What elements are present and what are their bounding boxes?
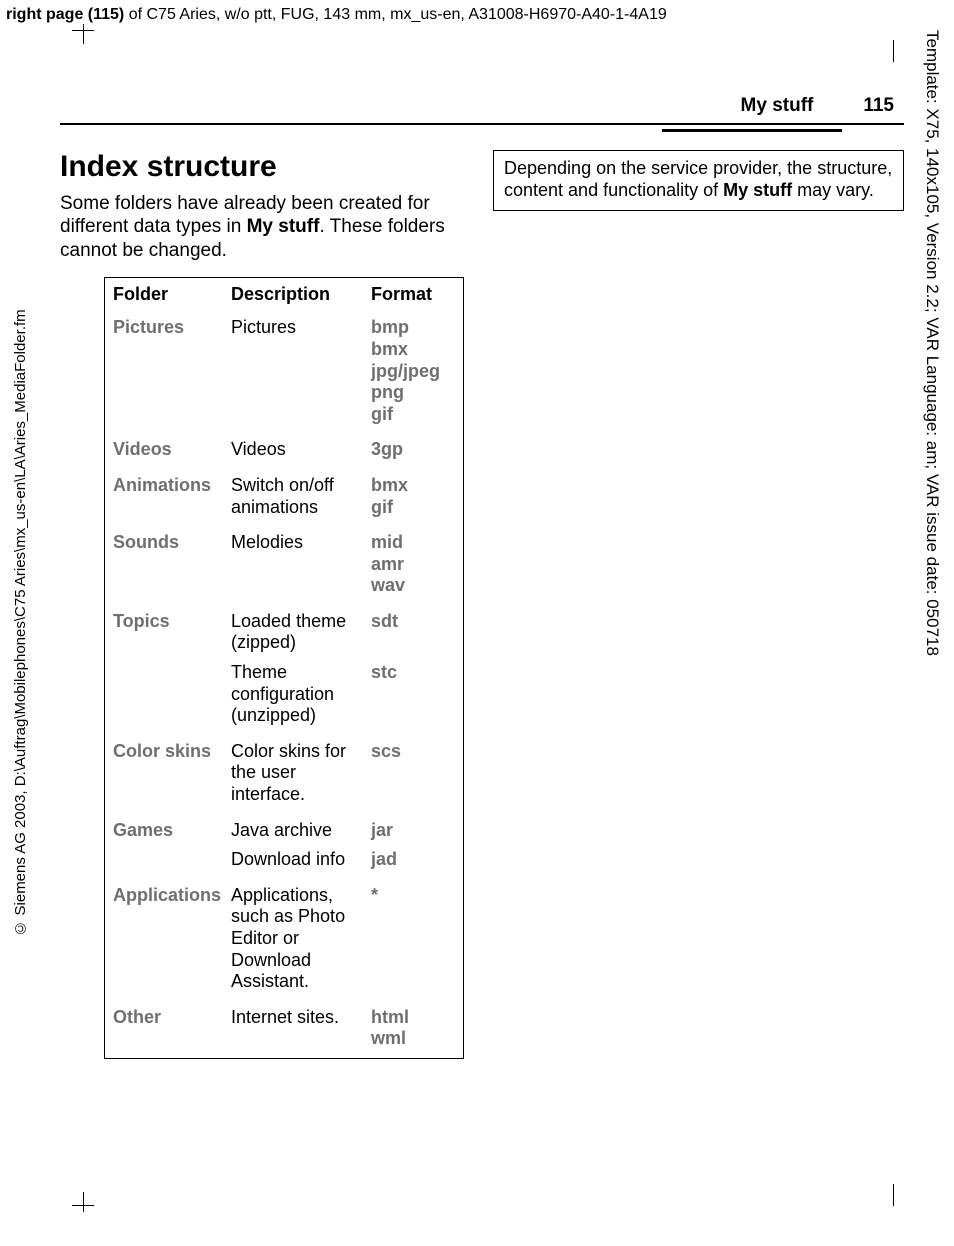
table-subrow: Theme configuration (unzipped)stc (105, 662, 463, 735)
folder-table: Folder Description Format PicturesPictur… (104, 277, 464, 1059)
table-row: OtherInternet sites.html wml (105, 1001, 463, 1058)
note-after: may vary. (792, 180, 874, 200)
running-head: My stuff 115 (60, 95, 904, 123)
crop-mark-tl (72, 30, 94, 52)
cell-description: Internet sites. (231, 1007, 371, 1029)
doc-meta-right: Template: X75, 140x105, Version 2.2; VAR… (922, 30, 942, 656)
crop-mark-tr (893, 40, 894, 62)
note-box: Depending on the service provider, the s… (493, 150, 904, 211)
cell-format: jad (371, 849, 455, 871)
th-folder: Folder (113, 284, 231, 305)
column-left: Index structure Some folders have alread… (60, 150, 465, 1059)
cell-format: mid amr wav (371, 532, 455, 597)
cell-description: Switch on/off animations (231, 475, 371, 518)
table-header-row: Folder Description Format (105, 278, 463, 312)
table-row: SoundsMelodiesmid amr wav (105, 526, 463, 605)
cell-description: Java archive (231, 820, 371, 842)
doc-meta-rest: of C75 Aries, w/o ptt, FUG, 143 mm, mx_u… (124, 6, 666, 23)
th-format: Format (371, 284, 455, 306)
cell-folder: Pictures (113, 317, 231, 338)
column-right: Depending on the service provider, the s… (493, 150, 904, 1059)
crop-mark-bl (72, 1184, 94, 1206)
cell-format: * (371, 885, 455, 907)
cell-format: 3gp (371, 439, 455, 461)
cell-folder: Animations (113, 475, 231, 496)
cell-folder: Sounds (113, 532, 231, 553)
cell-folder-empty (113, 662, 231, 727)
table-row: TopicsLoaded theme (zipped)sdt (105, 605, 463, 662)
doc-meta-left: © Siemens AG 2003, D:\Auftrag\Mobilephon… (12, 309, 29, 936)
th-description: Description (231, 284, 371, 306)
cell-description: Theme configuration (unzipped) (231, 662, 371, 727)
doc-meta-bold: right page (115) (6, 6, 124, 23)
cell-folder: Color skins (113, 741, 231, 762)
doc-meta-top: right page (115) of C75 Aries, w/o ptt, … (6, 6, 667, 24)
table-row: Color skinsColor skins for the user inte… (105, 735, 463, 814)
cell-description: Applications, such as Photo Editor or Do… (231, 885, 371, 993)
header-underline (662, 129, 842, 132)
intro-paragraph: Some folders have already been created f… (60, 192, 465, 263)
intro-bold: My stuff (247, 216, 320, 237)
table-body: PicturesPicturesbmp bmx jpg/jpeg png gif… (105, 311, 463, 1058)
columns: Index structure Some folders have alread… (60, 150, 904, 1059)
cell-description: Videos (231, 439, 371, 461)
header-rule (60, 123, 904, 125)
cell-folder: Other (113, 1007, 231, 1028)
note-bold: My stuff (723, 180, 792, 200)
crop-mark-br (893, 1184, 894, 1206)
table-row: VideosVideos3gp (105, 433, 463, 469)
header-underline-wrap (60, 129, 904, 132)
cell-format: stc (371, 662, 455, 727)
page-number: 115 (863, 95, 894, 117)
heading-index-structure: Index structure (60, 150, 465, 184)
cell-description: Loaded theme (zipped) (231, 611, 371, 654)
table-row: ApplicationsApplications, such as Photo … (105, 879, 463, 1001)
cell-description: Pictures (231, 317, 371, 339)
table-subrow: Download infojad (105, 849, 463, 879)
cell-format: jar (371, 820, 455, 842)
cell-description: Download info (231, 849, 371, 871)
table-row: AnimationsSwitch on/off animationsbmx gi… (105, 469, 463, 526)
page-content: My stuff 115 Index structure Some folder… (60, 95, 904, 1059)
table-row: GamesJava archivejar (105, 814, 463, 850)
cell-folder: Topics (113, 611, 231, 632)
cell-description: Melodies (231, 532, 371, 554)
cell-format: bmp bmx jpg/jpeg png gif (371, 317, 455, 425)
cell-folder: Videos (113, 439, 231, 460)
cell-description: Color skins for the user interface. (231, 741, 371, 806)
cell-format: sdt (371, 611, 455, 633)
cell-folder: Games (113, 820, 231, 841)
section-title: My stuff (741, 95, 814, 117)
table-row: PicturesPicturesbmp bmx jpg/jpeg png gif (105, 311, 463, 433)
cell-format: html wml (371, 1007, 455, 1050)
cell-folder-empty (113, 849, 231, 871)
cell-format: scs (371, 741, 455, 763)
cell-format: bmx gif (371, 475, 455, 518)
cell-folder: Applications (113, 885, 231, 906)
